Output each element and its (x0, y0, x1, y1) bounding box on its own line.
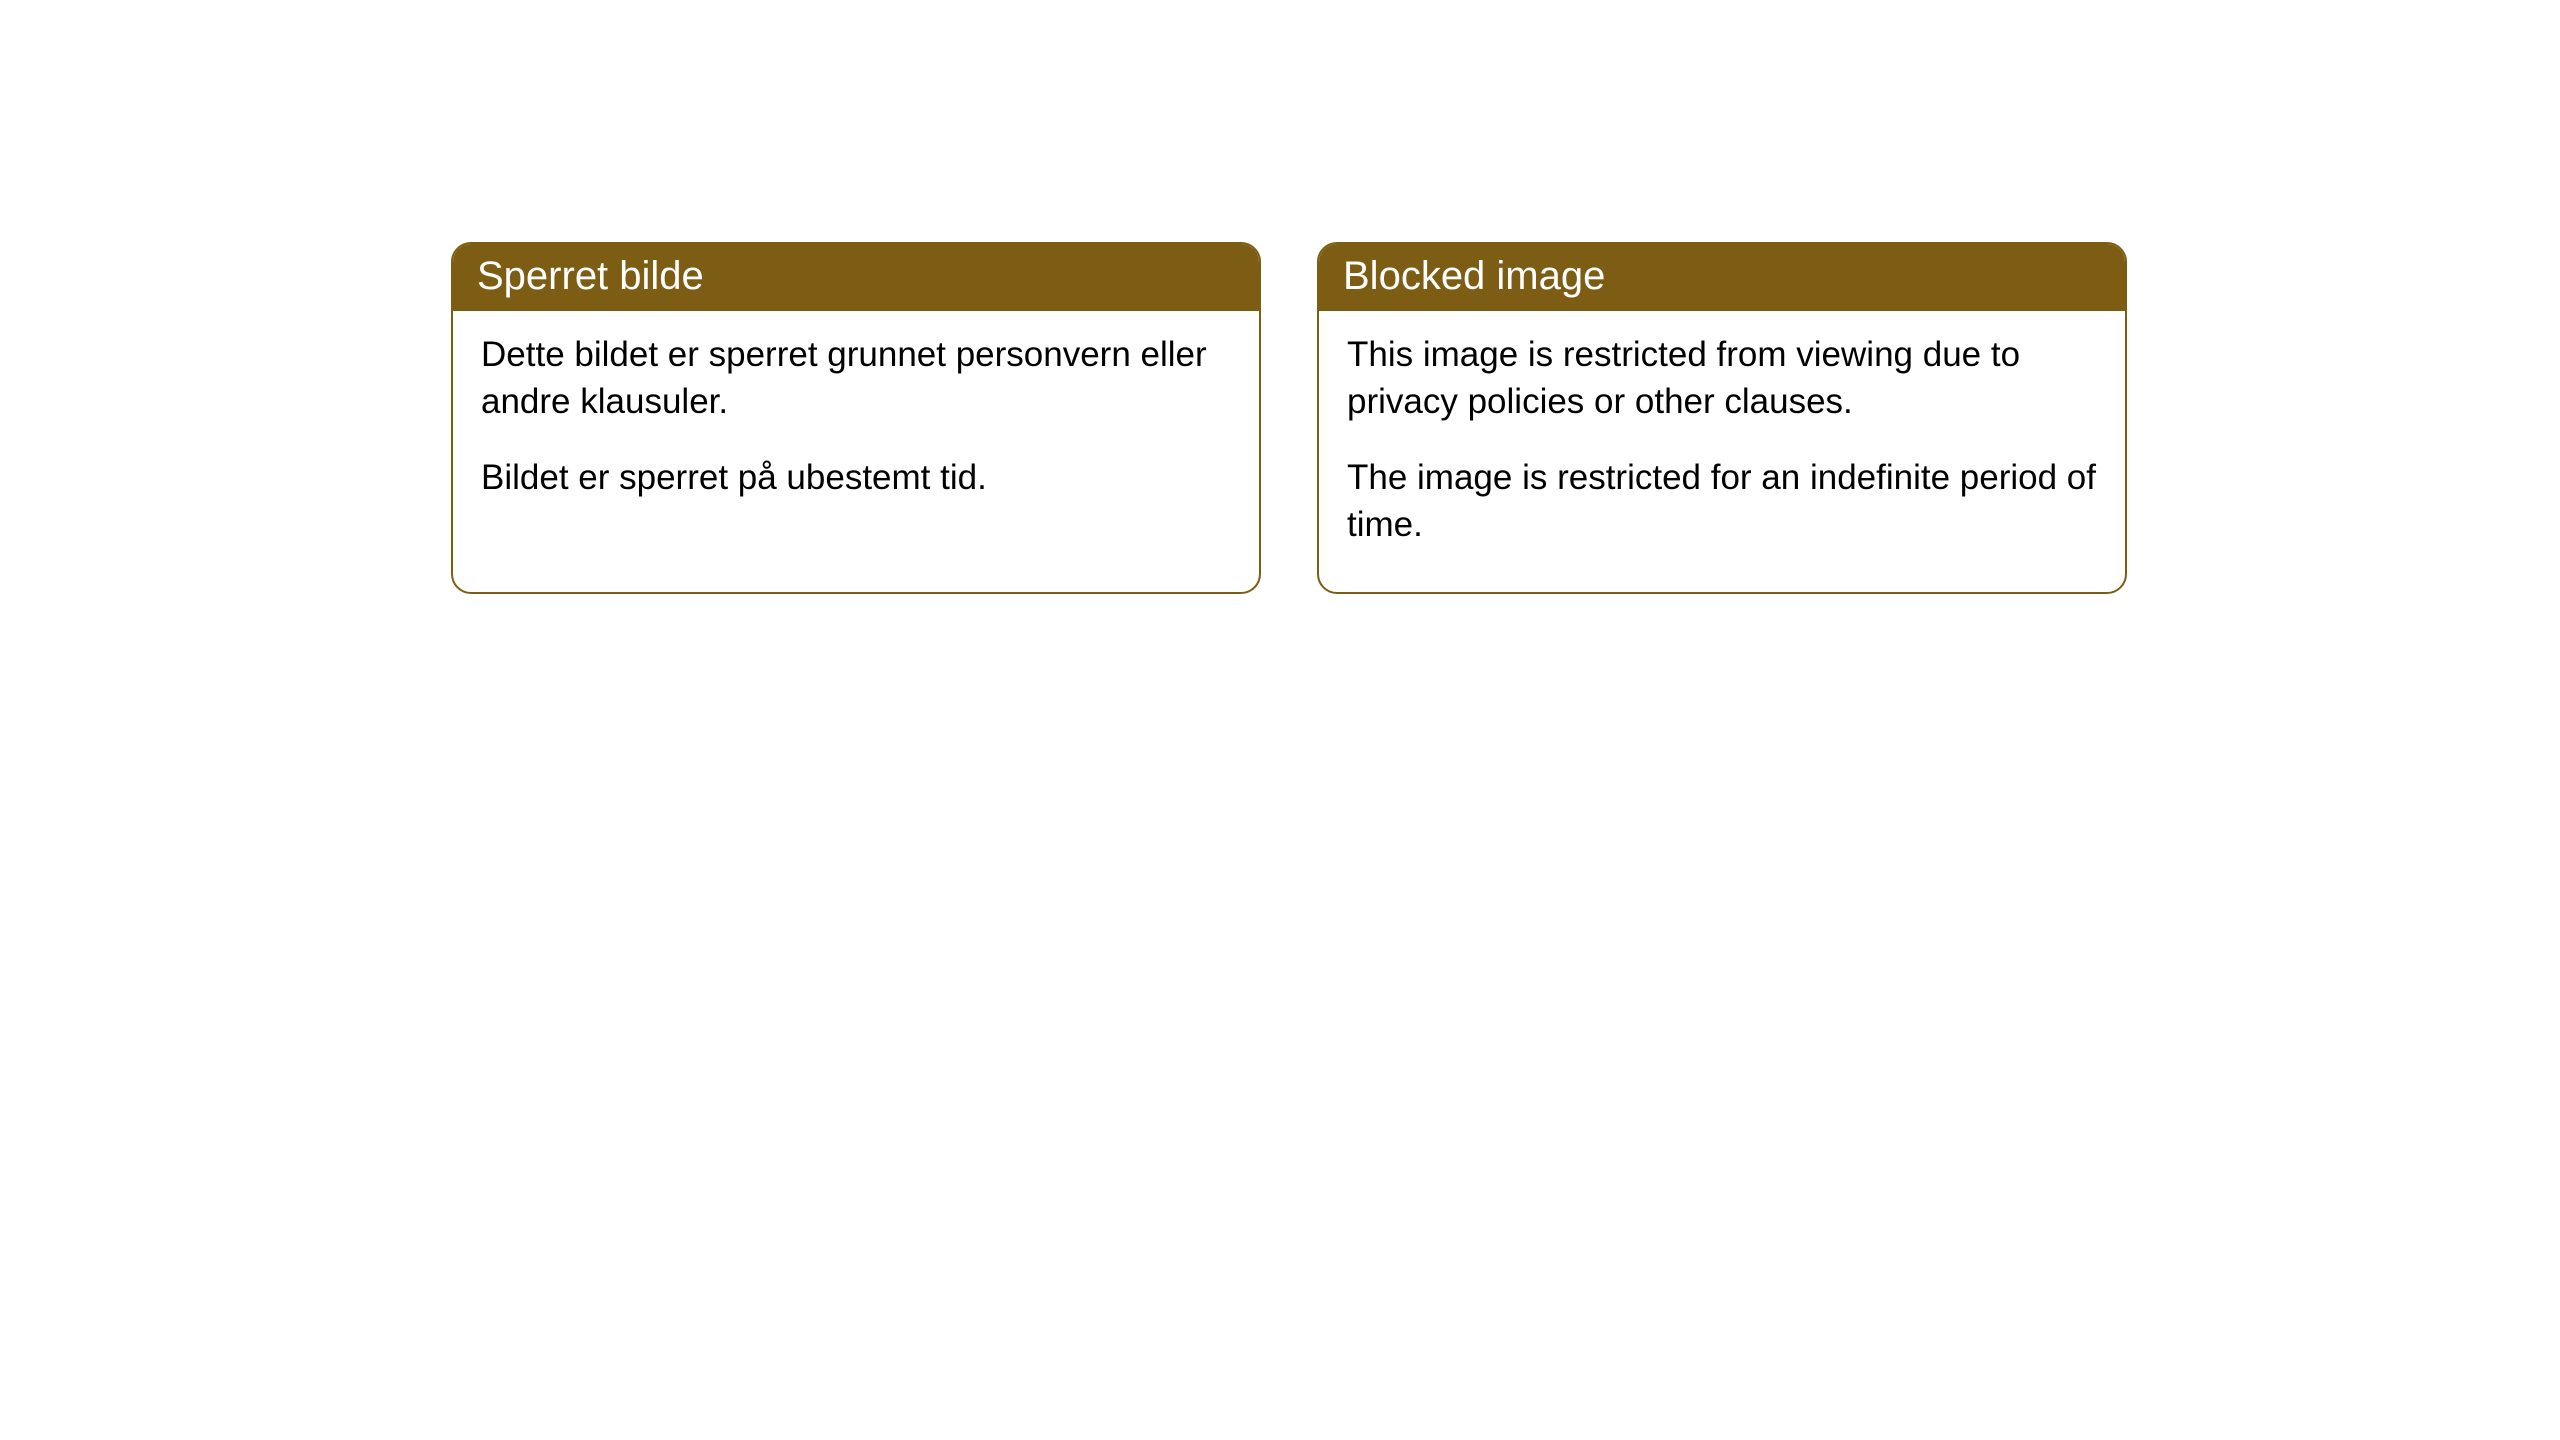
cards-container: Sperret bilde Dette bildet er sperret gr… (0, 0, 2560, 594)
card-body: Dette bildet er sperret grunnet personve… (453, 311, 1259, 545)
blocked-image-card-no: Sperret bilde Dette bildet er sperret gr… (451, 242, 1261, 594)
card-title: Sperret bilde (453, 244, 1259, 311)
card-paragraph: The image is restricted for an indefinit… (1347, 454, 2097, 549)
blocked-image-card-en: Blocked image This image is restricted f… (1317, 242, 2127, 594)
card-body: This image is restricted from viewing du… (1319, 311, 2125, 592)
card-paragraph: This image is restricted from viewing du… (1347, 331, 2097, 426)
card-title: Blocked image (1319, 244, 2125, 311)
card-paragraph: Bildet er sperret på ubestemt tid. (481, 454, 1231, 501)
card-paragraph: Dette bildet er sperret grunnet personve… (481, 331, 1231, 426)
